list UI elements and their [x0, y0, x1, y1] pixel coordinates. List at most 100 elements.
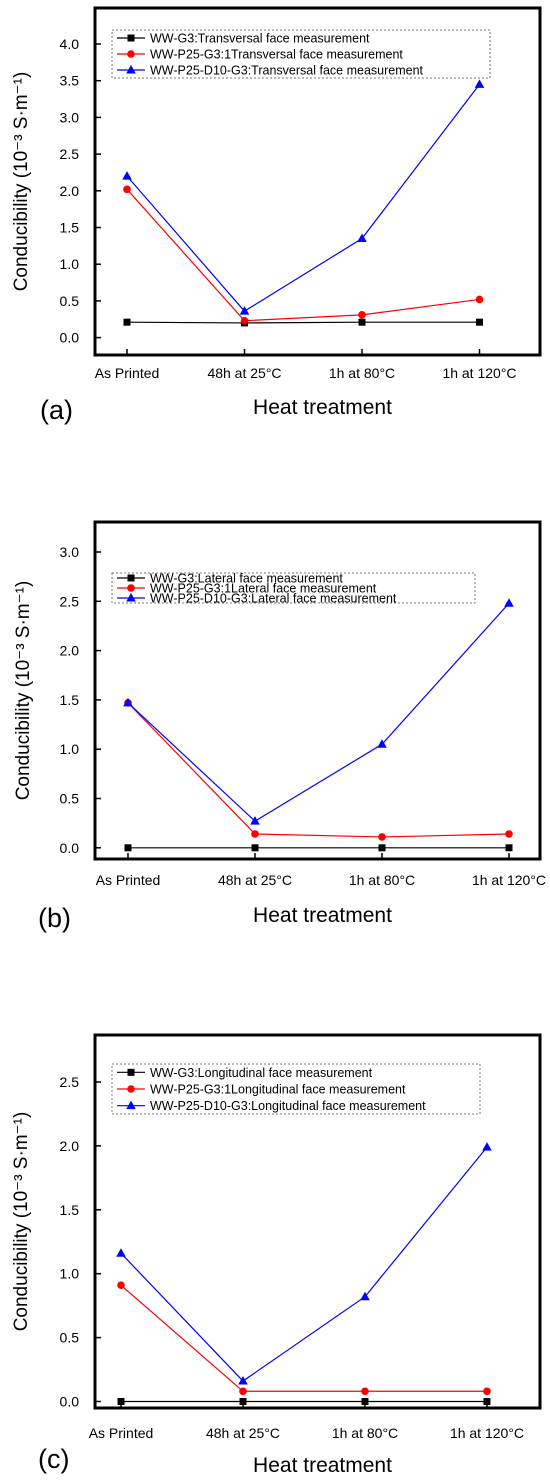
data-point [239, 1398, 247, 1405]
x-tick-label: 48h at 25°C [206, 1425, 280, 1441]
y-axis-title: Conducibility (10⁻³ S·m⁻¹) [11, 1112, 32, 1332]
y-tick-label: 1.0 [60, 741, 80, 757]
legend-marker [126, 593, 136, 602]
data-point [116, 1248, 126, 1257]
legend-marker [127, 574, 135, 582]
data-point [474, 79, 485, 88]
series-line [120, 1146, 488, 1382]
y-tick-label: 0.0 [60, 840, 80, 856]
x-tick-label: As Printed [89, 1425, 154, 1441]
legend-box [111, 1063, 481, 1115]
chart-panel-3 [93, 1033, 542, 1410]
x-tick-label: 1h at 80°C [332, 1425, 398, 1441]
y-tick-label: 2.0 [60, 183, 80, 199]
series-line [127, 702, 510, 838]
y-tick-label: 1.5 [60, 220, 80, 236]
y-tick-label: 0.5 [60, 293, 80, 309]
y-tick-label: 2.0 [60, 643, 80, 659]
x-tick-label: 1h at 120°C [472, 872, 546, 888]
x-tick-label: As Printed [95, 365, 160, 381]
legend-label: WW-P25-D10-G3:Transversal face measureme… [150, 64, 424, 78]
y-tick-label: 1.5 [60, 1202, 80, 1218]
y-tick-label: 3.0 [60, 544, 80, 560]
chart-panel-1 [93, 6, 542, 357]
legend-marker [127, 1068, 135, 1076]
panel-label: (c) [38, 1444, 69, 1474]
data-point [483, 1387, 491, 1396]
y-tick-label: 3.0 [60, 109, 80, 125]
y-tick-label: 0.0 [60, 1394, 80, 1410]
data-point [361, 1387, 369, 1396]
legend-label: WW-G3:Lateral face measurement [150, 572, 343, 586]
data-point [123, 697, 133, 707]
legend-label: WW-G3:Transversal face measurement [150, 32, 370, 46]
data-point [504, 598, 514, 607]
legend-label: WW-P25-G3:1Transversal face measurement [150, 48, 403, 62]
x-tick-label: 1h at 80°C [329, 365, 395, 381]
legend-marker [126, 1100, 136, 1110]
data-point [123, 318, 131, 326]
plot-frame [93, 1033, 542, 1410]
legend-marker [126, 65, 136, 74]
y-tick-label: 2.5 [60, 146, 80, 162]
series-line [126, 321, 480, 324]
data-point [124, 844, 132, 852]
data-point [505, 830, 513, 838]
x-tick-label: 48h at 25°C [207, 365, 281, 381]
legend-label: WW-P25-G3:1Lateral face measurement [150, 582, 377, 596]
data-point [360, 1291, 370, 1301]
data-point [240, 316, 249, 325]
chart-panel-2 [93, 520, 542, 861]
panel-label: (a) [40, 395, 73, 425]
data-point [378, 844, 386, 852]
x-axis-title: Heat treatment [253, 396, 392, 419]
legend-label: WW-P25-D10-G3:Longitudinal face measurem… [150, 1099, 426, 1113]
data-point [357, 233, 367, 243]
data-point [475, 295, 484, 304]
legend-label: WW-G3:Longitudinal face measurement [150, 1066, 373, 1080]
y-tick-label: 2.0 [60, 1138, 80, 1154]
data-point [238, 1376, 248, 1385]
series-line [120, 1284, 487, 1392]
legend-marker [127, 50, 135, 58]
plot-frame [93, 6, 542, 357]
y-tick-label: 4.0 [60, 36, 80, 52]
y-tick-label: 0.5 [60, 791, 80, 807]
y-tick-label: 1.0 [60, 1266, 80, 1282]
data-point [482, 1142, 492, 1151]
data-point [358, 318, 366, 326]
y-axis-title: Conducibility (10⁻³ S·m⁻¹) [13, 581, 34, 801]
legend-marker [127, 1085, 135, 1093]
data-point [505, 844, 513, 852]
series-line [126, 84, 480, 312]
y-tick-label: 0.5 [60, 1330, 80, 1346]
legend-box [111, 29, 491, 79]
data-point [377, 739, 387, 748]
y-tick-label: 1.0 [60, 256, 80, 272]
data-point [361, 1398, 369, 1405]
x-axis-title: Heat treatment [253, 904, 392, 927]
data-point [239, 306, 250, 315]
series-line [127, 602, 510, 822]
data-point [378, 833, 386, 841]
y-axis-title: Conducibility (10⁻³ S·m⁻¹) [11, 72, 32, 292]
data-point [251, 830, 259, 838]
legend-label: WW-P25-D10-G3:Lateral face measurement [150, 592, 397, 606]
legend-marker [127, 584, 135, 592]
plot-frame [93, 520, 542, 861]
x-axis-title: Heat treatment [253, 1454, 392, 1477]
data-point [476, 318, 483, 326]
y-tick-label: 2.5 [60, 1074, 80, 1090]
x-tick-label: As Printed [96, 872, 161, 888]
data-point [123, 185, 131, 194]
data-point [117, 1398, 125, 1405]
y-tick-label: 3.5 [60, 73, 80, 89]
data-point [122, 171, 132, 180]
data-point [251, 844, 259, 852]
series-line [126, 188, 480, 322]
data-point [239, 1387, 247, 1396]
x-tick-label: 1h at 120°C [450, 1425, 524, 1441]
data-point [483, 1398, 491, 1405]
y-tick-label: 0.0 [60, 330, 80, 346]
